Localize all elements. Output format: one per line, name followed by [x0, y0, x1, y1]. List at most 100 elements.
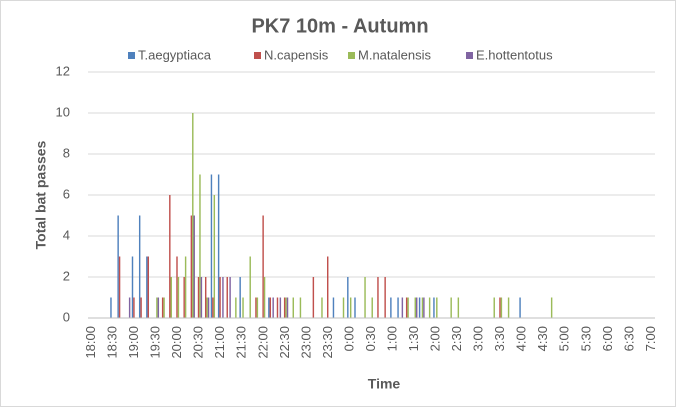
bar [131, 256, 134, 318]
y-tick-label: 8 [63, 145, 70, 160]
bar [163, 297, 165, 318]
x-tick-label: 7:00 [643, 326, 658, 351]
bar [272, 297, 274, 318]
bar [377, 277, 379, 318]
bar [177, 277, 180, 318]
x-tick-label: 2:00 [428, 326, 443, 351]
bar [176, 256, 178, 318]
bar [405, 297, 408, 318]
bar [213, 195, 216, 318]
x-tick-label: 20:00 [169, 326, 184, 359]
bar [418, 297, 421, 318]
bar [428, 297, 431, 318]
x-tick-label: 23:30 [320, 326, 335, 359]
bar [239, 277, 241, 318]
bar [269, 297, 272, 318]
bar [321, 297, 323, 318]
x-tick-label: 4:30 [535, 326, 550, 351]
y-tick-label: 0 [63, 309, 70, 324]
bar [183, 277, 185, 318]
bar [249, 256, 251, 318]
bar [192, 113, 194, 318]
legend-swatch [254, 52, 261, 59]
bar [193, 215, 195, 318]
x-tick-label: 3:00 [471, 326, 486, 351]
bar [349, 297, 352, 318]
x-tick-label: 19:30 [148, 326, 163, 359]
bar [332, 297, 335, 318]
y-tick-label: 6 [63, 186, 70, 201]
bar [140, 297, 142, 318]
y-tick-label: 4 [63, 227, 70, 242]
bar [217, 174, 220, 318]
bar [226, 277, 228, 318]
y-axis-title: Total bat passes [33, 140, 49, 249]
y-tick-label: 10 [56, 104, 70, 119]
x-tick-label: 19:00 [126, 326, 141, 359]
x-tick-label: 1:00 [384, 326, 399, 351]
bar [397, 297, 399, 318]
x-tick-label: 6:00 [600, 326, 615, 351]
y-tick-label: 12 [56, 63, 70, 78]
x-tick-label: 4:00 [514, 326, 529, 351]
bar [170, 277, 172, 318]
bar [262, 215, 264, 318]
x-tick-label: 18:00 [83, 326, 98, 359]
bar [457, 297, 460, 318]
bar [146, 256, 148, 318]
bar [354, 297, 356, 318]
x-tick-label: 0:00 [341, 326, 356, 351]
x-tick-label: 18:30 [105, 326, 120, 359]
bar [263, 277, 266, 318]
x-tick-label: 5:00 [557, 326, 572, 351]
bar [138, 215, 141, 318]
bar [500, 297, 503, 318]
x-tick-label: 5:30 [578, 326, 593, 351]
bar [286, 297, 289, 318]
bar [407, 297, 409, 318]
x-tick-label: 1:30 [406, 326, 421, 351]
bar [550, 297, 553, 318]
legend-label: N.capensis [264, 47, 329, 62]
x-tick-label: 23:00 [298, 326, 313, 359]
bar [133, 297, 135, 318]
bar [147, 256, 150, 318]
bar [312, 277, 315, 318]
bar [279, 297, 282, 318]
bar [199, 174, 201, 318]
bar [207, 297, 210, 318]
x-tick-label: 0:30 [363, 326, 378, 351]
bar [342, 297, 345, 318]
bar [206, 297, 208, 318]
legend-swatch [348, 52, 355, 59]
bar [364, 277, 366, 318]
chart-title: PK7 10m - Autumn [251, 15, 428, 37]
bar [184, 256, 187, 318]
bar [200, 277, 203, 318]
bar [276, 297, 279, 318]
bar [436, 297, 438, 318]
bar [229, 277, 231, 318]
bar [450, 297, 452, 318]
x-tick-label: 21:00 [212, 326, 227, 359]
bar [423, 297, 425, 318]
bar [415, 297, 418, 318]
bar [242, 297, 244, 318]
x-tick-label: 3:30 [492, 326, 507, 351]
bar [507, 297, 510, 318]
bar [219, 277, 221, 318]
bar [414, 297, 416, 318]
x-tick-label: 22:30 [277, 326, 292, 359]
bar [421, 297, 424, 318]
legend-swatch [466, 52, 473, 59]
bar [117, 215, 119, 318]
x-tick-label: 22:00 [255, 326, 270, 359]
bar [401, 297, 404, 318]
bar [118, 256, 121, 318]
bar [110, 297, 112, 318]
x-tick-label: 6:30 [621, 326, 636, 351]
bar [256, 297, 259, 318]
bar [299, 297, 302, 318]
bar [210, 174, 213, 318]
